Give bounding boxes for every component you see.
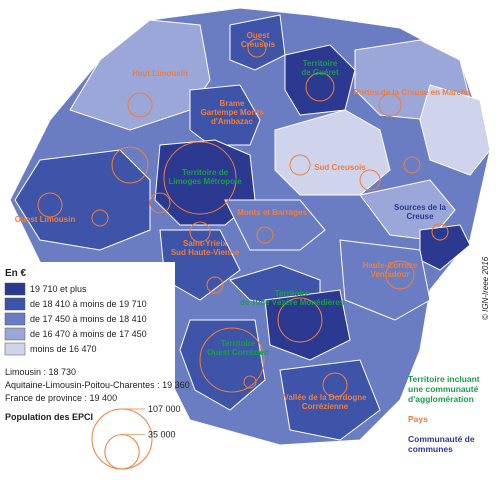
region-label: d'Ambazac [211, 117, 253, 126]
legend-swatch [4, 297, 26, 311]
key-label: une communauté [408, 384, 479, 394]
region-label: Brame [220, 99, 245, 108]
region-label: Sud Haute-Vienne [171, 248, 240, 257]
legend-swatch [4, 312, 26, 326]
legend-label: de 16 470 à moins de 17 450 [30, 329, 147, 339]
legend-label: de 17 450 à moins de 18 410 [30, 314, 147, 324]
region-label: Portes de la Creuse en Marche [354, 88, 471, 97]
map-regions [9, 7, 491, 446]
legend-label: 19 710 et plus [30, 284, 87, 294]
legend-label: moins de 16 470 [30, 344, 97, 354]
population-label: 35 000 [148, 430, 176, 440]
region-label: Haute-Corrèze [363, 261, 418, 270]
stat-line: Limousin : 18 730 [5, 367, 76, 377]
key-label: Territoire incluant [408, 374, 480, 384]
population-label: 107 000 [148, 404, 181, 414]
region-label: Territoire [303, 59, 338, 68]
region-label: Ouest Corrézien [207, 348, 269, 357]
region-label: Sud Creusois [314, 163, 366, 172]
region-label: Monts et Barrages [237, 208, 307, 217]
key-label: communes [408, 444, 453, 454]
population-title: Population des EPCI [5, 412, 93, 422]
region-label: de Tulle Vézère Monédières [240, 298, 345, 307]
region-label: Territoire [221, 339, 256, 348]
region-label: Vallée de la Dordogne [283, 393, 367, 402]
region-label: Sources de la [394, 203, 447, 212]
stat-line: Aquitaine-Limousin-Poitou-Charentes : 19… [5, 380, 190, 390]
region-label: Ventadour [370, 270, 409, 279]
region-label: Limoges Métropole [168, 177, 242, 186]
legend-swatch [4, 327, 26, 341]
legend-title: En € [5, 268, 27, 279]
region-label: Saint-Yrieix [183, 239, 228, 248]
population-circles [37, 38, 449, 398]
legend-background [0, 262, 175, 475]
legend-swatch [4, 342, 26, 356]
key-label: d'agglomération [408, 394, 474, 404]
region-label: Gartempe Monts [200, 108, 264, 117]
region-label: de Guéret [301, 68, 339, 77]
region-label: Creusois [241, 40, 276, 49]
legend-swatch [4, 282, 26, 296]
stat-line: France de province : 19 400 [5, 393, 117, 403]
region-label: Haut Limousin [132, 69, 188, 78]
region-label: Ouest [247, 31, 270, 40]
region-label: Territoire de [182, 168, 229, 177]
region-label: Corrézienne [302, 402, 349, 411]
key-label: Communauté de [408, 434, 475, 444]
region-label: Territoire [275, 289, 310, 298]
region-label: Creuse [406, 212, 434, 221]
region-label: Ouest Limousin [15, 215, 76, 224]
key-label: Pays [408, 414, 428, 424]
copyright: © IGN-Ireee 2016 [481, 256, 490, 320]
legend-label: de 18 410 à moins de 19 710 [30, 299, 147, 309]
